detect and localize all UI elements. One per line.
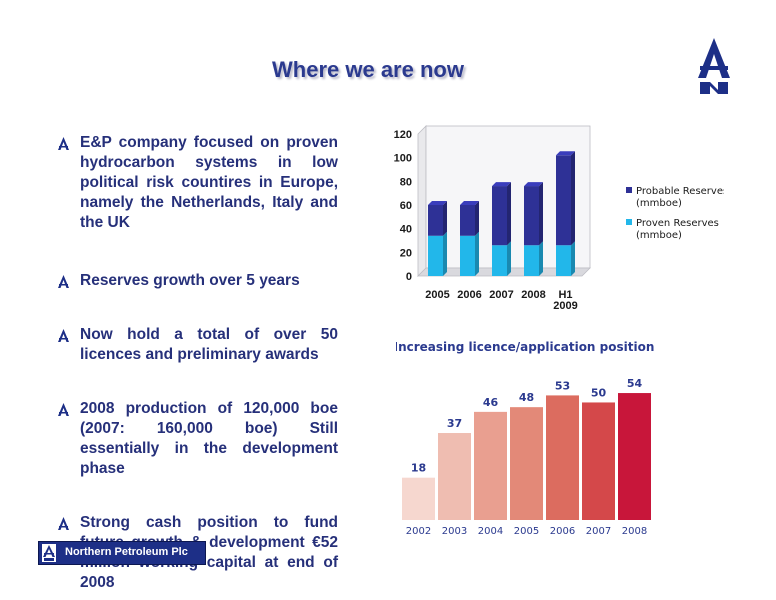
bar-side	[539, 241, 543, 276]
bar	[546, 395, 579, 520]
y-tick-label: 80	[400, 176, 412, 188]
data-label: 48	[519, 391, 534, 404]
bar-segment	[428, 231, 447, 276]
bar-segment	[460, 201, 479, 236]
y-tick-label: 120	[394, 129, 412, 141]
bar	[618, 393, 651, 520]
bar-side	[475, 201, 479, 236]
x-tick-label: H1	[558, 289, 572, 301]
bar-top	[524, 182, 543, 187]
bullet-text: Reserves growth over 5 years	[80, 272, 300, 289]
bar-side	[443, 201, 447, 236]
bullet-item: Now hold a total of over 50 licences and…	[58, 325, 338, 365]
y-tick-label: 0	[406, 271, 412, 283]
data-label: 54	[627, 377, 643, 390]
x-tick-label: 2007	[586, 526, 611, 537]
x-tick-label: 2008	[622, 526, 647, 537]
legend-label-unit: (mmboe)	[636, 230, 682, 241]
bar-segment	[492, 182, 511, 246]
bar-top	[428, 201, 447, 205]
bar	[474, 411, 507, 520]
bullet-text: Now hold a total of over 50 licences and…	[80, 326, 338, 363]
data-label: 46	[483, 396, 499, 409]
bullet-item: 2008 production of 120,000 boe (2007: 16…	[58, 399, 338, 479]
bar-front	[428, 235, 443, 276]
footer-brand-bar: Northern Petroleum Plc	[38, 541, 206, 565]
bar-side	[571, 241, 575, 276]
bar-side	[571, 151, 575, 246]
licences-chart: Increasing licence/application position 1…	[396, 340, 654, 537]
bar-side	[539, 182, 543, 246]
bar-front	[460, 235, 475, 276]
y-tick-label: 40	[400, 224, 412, 236]
bar-side	[507, 241, 511, 276]
bar-segment	[556, 151, 575, 246]
legend-label: Probable Reserves	[636, 186, 724, 197]
legend-swatch	[626, 219, 632, 225]
y-tick-label: 60	[400, 200, 412, 212]
x-tick-label: 2003	[442, 526, 467, 537]
bullet-logo-icon	[58, 403, 69, 416]
x-tick-label: 2005	[514, 526, 539, 537]
x-tick-label: 2006	[550, 526, 575, 537]
bar-front	[428, 205, 443, 236]
bullet-item: E&P company focused on proven hydrocarbo…	[58, 133, 338, 233]
legend-label-unit: (mmboe)	[636, 198, 682, 209]
bar-front	[492, 245, 507, 276]
bar-top	[492, 182, 511, 187]
bar-top	[460, 201, 479, 205]
y-tick-label: 20	[400, 247, 412, 259]
bar-front	[556, 245, 571, 276]
bullet-logo-icon	[58, 329, 69, 342]
bar	[438, 433, 471, 520]
footer-logo-icon	[42, 544, 56, 562]
data-label: 18	[411, 462, 426, 475]
x-tick-label: 2004	[478, 526, 503, 537]
bar	[582, 402, 615, 520]
legend-swatch	[626, 187, 632, 193]
bar-segment	[428, 201, 447, 236]
bar-front	[524, 245, 539, 276]
data-label: 53	[555, 379, 570, 392]
data-label: 50	[591, 386, 607, 399]
bar	[510, 407, 543, 520]
x-tick-label: 2007	[489, 289, 513, 301]
legend-label: Proven Reserves	[636, 218, 719, 229]
bar-front	[460, 205, 475, 236]
side-wall	[417, 125, 427, 277]
bar-front	[556, 155, 571, 246]
bar-side	[443, 231, 447, 276]
page-title: Where we are now	[272, 57, 464, 82]
data-label: 37	[447, 417, 462, 430]
y-tick-label: 100	[394, 153, 412, 165]
x-tick-label: 2008	[521, 289, 545, 301]
bar-side	[475, 231, 479, 276]
bar-segment	[556, 241, 575, 276]
bullet-logo-icon	[58, 137, 69, 150]
bar-front	[492, 186, 507, 246]
bar-segment	[524, 241, 543, 276]
footer-company-name: Northern Petroleum Plc	[65, 546, 188, 558]
x-tick-label: 2002	[406, 526, 431, 537]
bar-front	[524, 186, 539, 246]
x-tick-label: 2006	[457, 289, 481, 301]
bullet-logo-icon	[58, 275, 69, 288]
bullet-text: E&P company focused on proven hydrocarbo…	[80, 134, 338, 231]
bullet-item: Reserves growth over 5 years	[58, 271, 338, 291]
bullet-logo-icon	[58, 517, 69, 530]
bar	[402, 477, 435, 520]
bar-side	[507, 182, 511, 246]
bar-segment	[492, 241, 511, 276]
bullet-text: 2008 production of 120,000 boe (2007: 16…	[80, 400, 338, 477]
company-logo-icon	[698, 38, 730, 94]
bar-segment	[460, 231, 479, 276]
x-tick-label: 2005	[425, 289, 449, 301]
chart-title: Increasing licence/application position	[396, 340, 654, 354]
x-tick-label: 2009	[553, 300, 577, 312]
bar-segment	[524, 182, 543, 246]
bar-top	[556, 151, 575, 156]
bullet-list: E&P company focused on proven hydrocarbo…	[58, 133, 338, 593]
